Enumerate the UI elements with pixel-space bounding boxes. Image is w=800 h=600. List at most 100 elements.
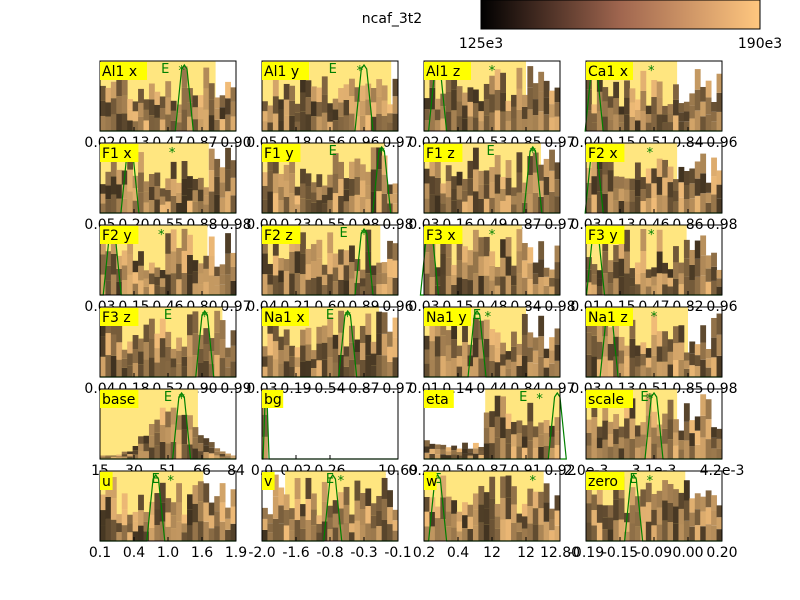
histogram-bar	[300, 169, 306, 184]
best-marker: *	[158, 228, 165, 243]
histogram-bar	[527, 109, 533, 131]
histogram-bar	[457, 260, 463, 277]
histogram-bar	[613, 429, 619, 444]
histogram-bar	[457, 356, 463, 366]
histogram-bar	[500, 366, 506, 377]
histogram-bar	[457, 86, 463, 101]
histogram-bar	[484, 100, 490, 116]
panel: E*Na1 z0.030.130.510.850.98	[570, 307, 737, 397]
histogram-bar	[700, 87, 706, 102]
histogram-bar	[668, 122, 674, 131]
histogram-bar	[624, 80, 630, 97]
histogram-bar	[300, 330, 306, 346]
histogram-bar	[527, 524, 533, 541]
histogram-bar	[160, 425, 166, 442]
histogram-bar	[646, 348, 652, 358]
histogram-bar	[624, 190, 630, 202]
histogram-bar	[344, 367, 350, 377]
histogram-bar	[435, 99, 441, 110]
histogram-bar	[278, 337, 284, 350]
histogram-bar	[387, 332, 393, 347]
histogram-bar	[284, 361, 290, 377]
histogram-bar	[446, 451, 452, 455]
histogram-bar	[176, 183, 182, 193]
histogram-bar	[176, 522, 182, 541]
histogram-bar	[711, 176, 717, 194]
histogram-bar	[327, 506, 333, 518]
x-tick-label: -0.09	[636, 545, 672, 561]
histogram-bar	[171, 502, 177, 515]
histogram-bar	[506, 444, 512, 459]
histogram-bar	[311, 116, 317, 131]
histogram-bar	[695, 277, 701, 295]
histogram-bar	[203, 328, 209, 344]
histogram-bar	[160, 278, 166, 286]
histogram-bar	[306, 114, 312, 131]
histogram-bar	[311, 509, 317, 525]
histogram-bar	[673, 190, 679, 201]
histogram-bar	[262, 186, 268, 200]
histogram-bar	[619, 106, 625, 114]
best-marker: *	[648, 228, 655, 243]
x-tick-label: -2.0	[248, 545, 275, 561]
histogram-bar	[711, 267, 717, 281]
histogram-bar	[457, 172, 463, 186]
histogram-bar	[440, 193, 446, 203]
histogram-bar	[646, 106, 652, 114]
histogram-bar	[165, 412, 171, 428]
histogram-bar	[100, 184, 106, 194]
histogram-bar	[591, 336, 597, 357]
histogram-bar	[473, 252, 479, 274]
histogram-bar	[333, 109, 339, 120]
histogram-bar	[657, 346, 663, 361]
histogram-bar	[678, 198, 684, 213]
histogram-bar	[630, 339, 636, 358]
histogram-bar	[673, 115, 679, 131]
histogram-bar	[544, 177, 550, 195]
histogram-bar	[668, 503, 674, 522]
histogram-bar	[192, 95, 198, 107]
histogram-bar	[538, 357, 544, 377]
histogram-bar	[203, 344, 209, 360]
histogram-bar	[495, 90, 501, 111]
histogram-bar	[462, 202, 468, 213]
histogram-bar	[630, 190, 636, 201]
histogram-bar	[586, 503, 592, 522]
histogram-bar	[640, 422, 646, 434]
histogram-bar	[549, 364, 555, 377]
histogram-bar	[100, 510, 106, 525]
histogram-bar	[597, 437, 603, 448]
histogram-bar	[154, 525, 160, 541]
mean-marker: E	[152, 472, 160, 487]
histogram-bar	[160, 108, 166, 120]
histogram-bar	[122, 265, 128, 280]
histogram-bar	[154, 334, 160, 348]
histogram-bar	[511, 275, 517, 285]
histogram-bar	[695, 445, 701, 459]
histogram-bar	[165, 98, 171, 115]
histogram-bar	[127, 454, 133, 457]
histogram-bar	[700, 154, 706, 174]
mean-marker: E	[329, 62, 337, 77]
histogram-bar	[214, 286, 220, 295]
histogram-bar	[451, 446, 457, 450]
histogram-bar	[495, 438, 501, 459]
histogram-bar	[203, 452, 209, 459]
histogram-bar	[657, 98, 663, 115]
histogram-bar	[262, 519, 268, 530]
panel: E *u0.1 0.4 1.0 1.6 1.9	[89, 471, 247, 561]
histogram-bar	[262, 111, 268, 121]
histogram-bar	[344, 178, 350, 190]
histogram-bar	[478, 237, 484, 256]
x-tick-label: -0.19	[568, 545, 604, 561]
histogram-bar	[591, 176, 597, 194]
histogram-bar	[182, 109, 188, 131]
histogram-bar	[371, 516, 377, 529]
histogram-bar	[689, 198, 695, 213]
histogram-bar	[127, 191, 133, 213]
histogram-bar	[462, 325, 468, 342]
histogram-bar	[624, 230, 630, 252]
histogram-bar	[127, 353, 133, 365]
histogram-bar	[327, 175, 333, 188]
panel-grid: E*Al1 x0.020.130.470.870.90E*Al1 y0.050.…	[84, 61, 744, 561]
